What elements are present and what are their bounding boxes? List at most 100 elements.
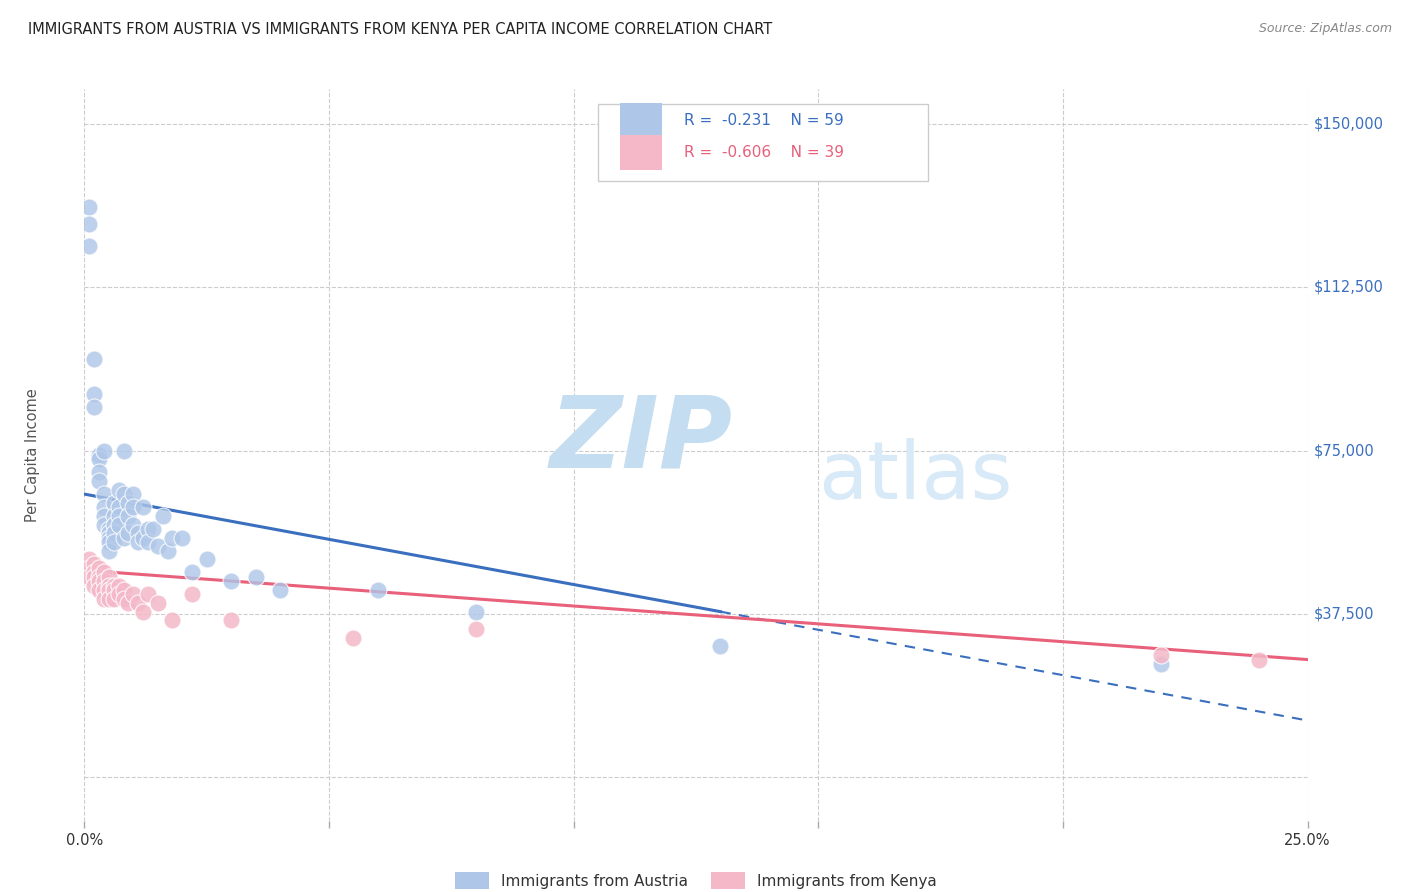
Point — [142, 522, 165, 536]
Point — [87, 466, 110, 480]
Point — [103, 496, 125, 510]
Point — [127, 526, 149, 541]
Point — [107, 483, 129, 497]
Point — [127, 596, 149, 610]
Point — [77, 561, 100, 575]
Point — [107, 500, 129, 515]
Point — [103, 591, 125, 606]
FancyBboxPatch shape — [598, 103, 928, 180]
Point — [136, 587, 159, 601]
Point — [245, 570, 267, 584]
Point — [83, 566, 105, 580]
Point — [132, 500, 155, 515]
Point — [77, 200, 100, 214]
Text: Source: ZipAtlas.com: Source: ZipAtlas.com — [1258, 22, 1392, 36]
FancyBboxPatch shape — [620, 103, 662, 138]
Point — [464, 605, 486, 619]
Point — [103, 535, 125, 549]
Point — [181, 587, 204, 601]
Point — [132, 531, 155, 545]
Text: Per Capita Income: Per Capita Income — [25, 388, 41, 522]
Point — [93, 443, 115, 458]
Point — [107, 508, 129, 523]
Point — [93, 517, 115, 532]
Point — [97, 578, 120, 592]
Point — [112, 582, 135, 597]
Point — [1150, 648, 1173, 663]
Point — [93, 566, 115, 580]
Point — [342, 631, 364, 645]
Point — [122, 500, 145, 515]
Point — [152, 508, 174, 523]
Point — [367, 582, 389, 597]
Point — [162, 613, 184, 627]
Point — [146, 596, 169, 610]
Point — [132, 605, 155, 619]
Text: R =  -0.606    N = 39: R = -0.606 N = 39 — [683, 145, 844, 161]
Point — [83, 400, 105, 414]
Point — [77, 570, 100, 584]
FancyBboxPatch shape — [620, 136, 662, 170]
Point — [87, 561, 110, 575]
Point — [103, 578, 125, 592]
Point — [117, 596, 139, 610]
Point — [87, 574, 110, 589]
Point — [136, 522, 159, 536]
Point — [122, 487, 145, 501]
Point — [112, 443, 135, 458]
Point — [117, 508, 139, 523]
Point — [97, 543, 120, 558]
Point — [122, 517, 145, 532]
Point — [77, 552, 100, 566]
Point — [93, 574, 115, 589]
Point — [87, 570, 110, 584]
Point — [103, 517, 125, 532]
Point — [172, 531, 194, 545]
Point — [77, 217, 100, 231]
Point — [83, 557, 105, 571]
Point — [112, 531, 135, 545]
Text: atlas: atlas — [818, 438, 1012, 516]
Point — [162, 531, 184, 545]
Point — [156, 543, 179, 558]
Point — [112, 591, 135, 606]
Point — [97, 582, 120, 597]
Text: IMMIGRANTS FROM AUSTRIA VS IMMIGRANTS FROM KENYA PER CAPITA INCOME CORRELATION C: IMMIGRANTS FROM AUSTRIA VS IMMIGRANTS FR… — [28, 22, 772, 37]
Point — [97, 535, 120, 549]
Point — [107, 517, 129, 532]
Point — [464, 622, 486, 636]
Point — [87, 452, 110, 467]
Point — [93, 591, 115, 606]
Point — [97, 531, 120, 545]
Point — [97, 526, 120, 541]
Point — [136, 535, 159, 549]
Point — [97, 591, 120, 606]
Point — [77, 239, 100, 253]
Legend: Immigrants from Austria, Immigrants from Kenya: Immigrants from Austria, Immigrants from… — [447, 864, 945, 892]
Point — [146, 539, 169, 553]
Point — [87, 474, 110, 488]
Point — [1247, 652, 1270, 666]
Point — [709, 640, 731, 654]
Point — [1150, 657, 1173, 671]
Point — [117, 496, 139, 510]
Point — [87, 448, 110, 462]
Text: $112,500: $112,500 — [1313, 280, 1384, 294]
Text: $150,000: $150,000 — [1313, 117, 1384, 131]
Point — [122, 587, 145, 601]
Point — [219, 574, 242, 589]
Point — [107, 578, 129, 592]
Point — [97, 522, 120, 536]
Point — [97, 570, 120, 584]
Point — [103, 526, 125, 541]
Point — [93, 582, 115, 597]
Point — [87, 582, 110, 597]
Point — [112, 487, 135, 501]
Point — [83, 387, 105, 401]
Point — [269, 582, 291, 597]
Point — [83, 352, 105, 367]
Point — [93, 500, 115, 515]
Point — [107, 587, 129, 601]
Point — [117, 526, 139, 541]
Point — [219, 613, 242, 627]
